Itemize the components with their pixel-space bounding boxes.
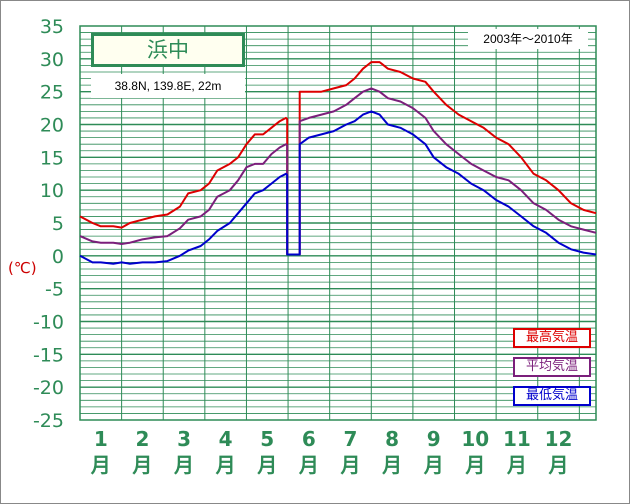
y-tick-label: 5 [52, 213, 64, 235]
legend-avg-temp: 平均気温 [513, 357, 591, 377]
x-tick-label: 9 [427, 427, 441, 451]
x-tick-label-unit: 月 [339, 453, 360, 477]
y-tick-label: -5 [45, 279, 64, 301]
y-tick-label: 20 [40, 115, 64, 137]
y-tick-label: 35 [40, 16, 64, 38]
series-line-1 [79, 87, 597, 256]
x-tick-label: 5 [260, 427, 274, 451]
y-tick-label: -20 [33, 377, 64, 399]
x-tick-label: 1 [94, 427, 108, 451]
x-tick-label: 6 [302, 427, 316, 451]
x-tick-label-unit: 月 [298, 453, 319, 477]
grid-lines [79, 25, 597, 421]
x-tick-label: 7 [344, 427, 358, 451]
y-tick-label: -25 [33, 410, 64, 432]
x-tick-label-unit: 月 [215, 453, 236, 477]
x-tick-label: 10 [461, 427, 489, 451]
y-tick-label: -10 [33, 312, 64, 334]
x-tick-label-unit: 月 [464, 453, 485, 477]
x-tick-label: 4 [219, 427, 233, 451]
station-title: 浜中 [91, 33, 245, 67]
y-tick-label: -15 [33, 344, 64, 366]
legend-max-temp: 最高気温 [513, 328, 591, 348]
x-tick-label-unit: 月 [506, 453, 527, 477]
observation-period: 2003年〜2010年 [468, 29, 588, 49]
x-tick-label: 8 [385, 427, 399, 451]
x-tick-label: 12 [545, 427, 573, 451]
series-line-0 [79, 61, 597, 256]
x-tick-label-unit: 月 [256, 453, 277, 477]
y-axis-unit-label: (℃) [8, 259, 37, 277]
x-tick-label-unit: 月 [548, 453, 569, 477]
y-tick-label: 30 [40, 49, 64, 71]
x-tick-label-unit: 月 [131, 453, 152, 477]
y-tick-label: 25 [40, 82, 64, 104]
x-tick-label: 11 [503, 427, 531, 451]
x-tick-label-unit: 月 [173, 453, 194, 477]
x-tick-label-unit: 月 [423, 453, 444, 477]
x-tick-label: 2 [135, 427, 149, 451]
y-tick-label: 0 [52, 246, 64, 268]
x-tick-label: 3 [177, 427, 191, 451]
y-tick-label: 10 [40, 180, 64, 202]
series-lines [79, 61, 597, 265]
y-tick-label: 15 [40, 147, 64, 169]
station-coordinates: 38.8N, 139.8E, 22m [91, 74, 245, 98]
legend-min-temp: 最低気温 [513, 386, 591, 406]
x-tick-label-unit: 月 [90, 453, 111, 477]
x-tick-label-unit: 月 [381, 453, 402, 477]
series-line-2 [79, 110, 597, 265]
y-axis-ticks: 35 30 25 20 15 10 5 0 -5 -10 -15 -20 -25 [33, 16, 64, 432]
